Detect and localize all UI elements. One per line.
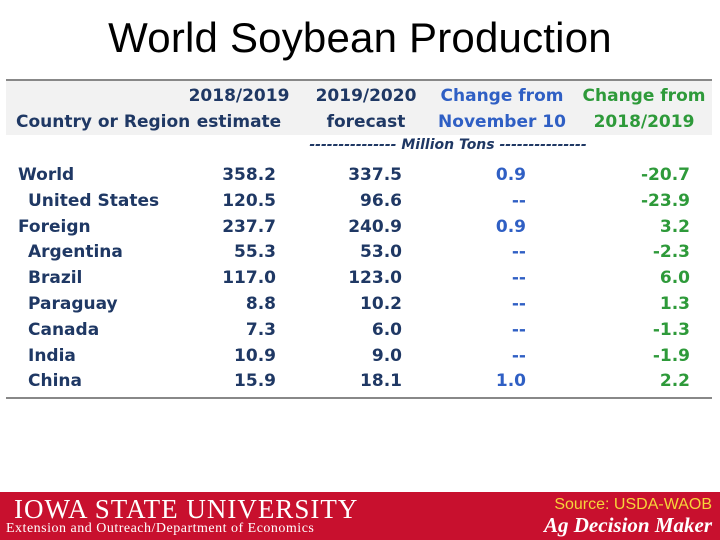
value-2019-2020: 337.5 <box>348 165 402 185</box>
row-name: Canada <box>28 319 100 340</box>
value-2018-2019: 15.9 <box>234 371 276 392</box>
value-change-year: -1.3 <box>652 319 690 340</box>
value-change-year: -20.7 <box>641 165 690 185</box>
source-text: Source: USDA-WAOB <box>554 496 712 513</box>
value-2019-2020: 18.1 <box>360 371 402 392</box>
value-change-year: 3.2 <box>659 216 690 237</box>
value-2018-2019: 55.3 <box>234 242 276 263</box>
row-name: India <box>28 345 76 366</box>
ag-decision-maker-brand: Ag Decision Maker <box>544 513 712 537</box>
units-label: --------------- Million Tons -----------… <box>309 137 587 153</box>
header-line: Change from <box>582 86 706 106</box>
row-name: Paraguay <box>28 293 118 314</box>
value-2018-2019: 117.0 <box>222 268 276 289</box>
value-change-year: 1.3 <box>659 293 690 314</box>
slide-title: World Soybean Production <box>108 14 612 61</box>
iowa-state-university-logo: IOWA STATE UNIVERSITY <box>14 494 359 524</box>
value-2019-2020: 6.0 <box>371 319 402 340</box>
value-2018-2019: 358.2 <box>222 165 276 185</box>
header-2019-2020-forecast: 2019/2020 forecast <box>308 83 424 135</box>
row-name: Foreign <box>18 216 91 237</box>
table-body: World 358.2 337.5 0.9 -20.7 United States 120… <box>6 163 712 395</box>
value-2019-2020: 240.9 <box>348 216 402 237</box>
table-row: Brazil 117.0 123.0 -- 6.0 <box>6 266 712 292</box>
value-change-year: 6.0 <box>659 268 690 289</box>
value-2019-2020: 96.6 <box>360 190 402 211</box>
production-table: Country or Region 2018/2019 estimate 201… <box>6 79 712 399</box>
value-change-november: -- <box>511 319 526 340</box>
table-row: United States 120.5 96.6 -- -23.9 <box>6 189 712 215</box>
row-name: World <box>18 165 75 185</box>
header-line: Change from <box>440 86 564 106</box>
header-line: 2019/2020 <box>315 86 417 106</box>
footer-bar: IOWA STATE UNIVERSITY Extension and Outr… <box>0 492 720 540</box>
table-row: India 10.9 9.0 -- -1.9 <box>6 344 712 370</box>
header-change-from-2018-2019: Change from 2018/2019 <box>578 83 710 135</box>
value-change-november: -- <box>511 190 526 211</box>
value-change-november: 1.0 <box>495 371 526 392</box>
value-2018-2019: 8.8 <box>245 293 276 314</box>
header-2018-2019-estimate: 2018/2019 estimate <box>184 83 294 135</box>
row-name: China <box>28 371 82 392</box>
value-change-november: -- <box>511 268 526 289</box>
header-line: forecast <box>326 112 406 132</box>
table-row: Paraguay 8.8 10.2 -- 1.3 <box>6 292 712 318</box>
value-2018-2019: 237.7 <box>222 216 276 237</box>
value-change-november: -- <box>511 242 526 263</box>
value-change-year: -1.9 <box>652 345 690 366</box>
table-row: Canada 7.3 6.0 -- -1.3 <box>6 318 712 344</box>
value-2019-2020: 53.0 <box>360 242 402 263</box>
table-row: Foreign 237.7 240.9 0.9 3.2 <box>6 215 712 241</box>
row-name: United States <box>28 190 160 211</box>
value-change-november: -- <box>511 345 526 366</box>
table-header-band <box>6 81 712 135</box>
header-country: Country or Region <box>16 112 191 132</box>
value-change-year: -23.9 <box>641 190 690 211</box>
department-text: Extension and Outreach/Department of Eco… <box>6 521 315 536</box>
row-name: Argentina <box>28 242 123 263</box>
value-2018-2019: 7.3 <box>245 319 276 340</box>
header-line: estimate <box>196 112 282 132</box>
header-change-from-november: Change from November 10 <box>432 83 572 135</box>
header-line: 2018/2019 <box>188 86 290 106</box>
table-row: China 15.9 18.1 1.0 2.2 <box>6 369 712 395</box>
table-row: World 358.2 337.5 0.9 -20.7 <box>6 163 712 189</box>
header-line: November 10 <box>438 112 566 132</box>
value-change-november: 0.9 <box>495 216 526 237</box>
table-row: Argentina 55.3 53.0 -- -2.3 <box>6 240 712 266</box>
value-2018-2019: 10.9 <box>234 345 276 366</box>
value-2019-2020: 9.0 <box>371 345 402 366</box>
value-change-year: -2.3 <box>652 242 690 263</box>
header-line: 2018/2019 <box>593 112 695 132</box>
value-2019-2020: 123.0 <box>348 268 402 289</box>
value-change-november: 0.9 <box>495 165 526 185</box>
value-change-november: -- <box>511 293 526 314</box>
value-2019-2020: 10.2 <box>360 293 402 314</box>
value-2018-2019: 120.5 <box>222 190 276 211</box>
row-name: Brazil <box>28 268 83 289</box>
value-change-year: 2.2 <box>659 371 690 392</box>
